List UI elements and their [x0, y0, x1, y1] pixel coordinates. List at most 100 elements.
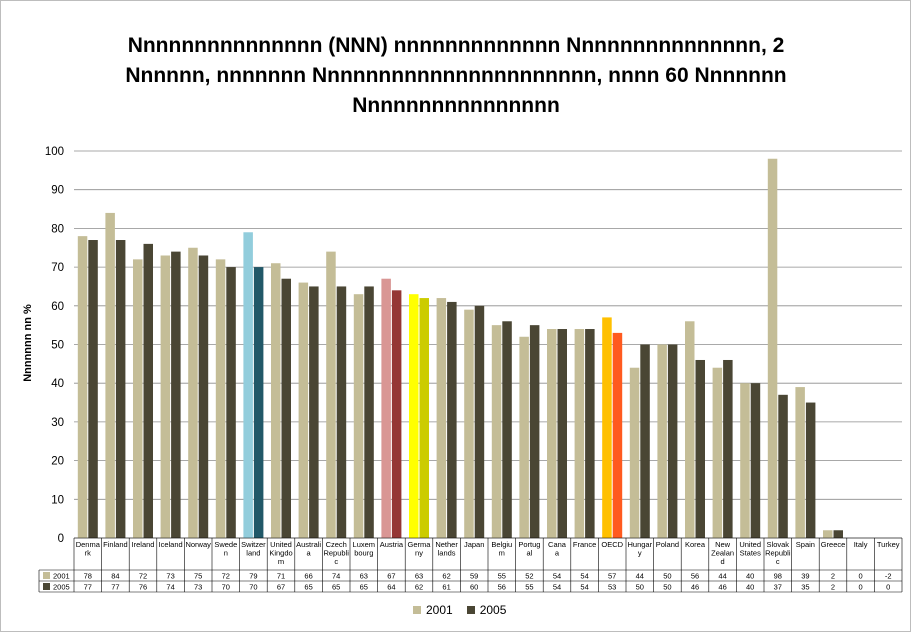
y-tick-label-70: 70 — [51, 262, 64, 274]
data-label-2001-25: 98 — [774, 572, 782, 581]
bar-2001-21 — [657, 344, 667, 538]
data-label-2001-11: 67 — [387, 572, 395, 581]
data-label-2005-21: 50 — [663, 583, 671, 592]
bar-2001-1 — [105, 212, 115, 539]
data-label-2001-14: 59 — [470, 572, 478, 581]
data-label-2001-9: 74 — [332, 572, 340, 581]
data-label-2001-8: 66 — [304, 572, 312, 581]
x-tick-label-13: Nether lands — [435, 540, 458, 558]
x-tick-label-14: Japan — [464, 540, 484, 549]
chart-title: Nnnnnnnnnnnnnnn (NNN) nnnnnnnnnnnnn Nnnn… — [41, 31, 871, 121]
data-label-2001-29: -2 — [885, 572, 892, 581]
bar-2001-17 — [547, 329, 557, 538]
chart-title-line-3: Nnnnnnnnnnnnnnnn — [352, 94, 560, 117]
x-tick-label-6: Switzer land — [241, 540, 266, 558]
x-tick-label-15: Belgiu m — [491, 540, 512, 558]
bar-2005-9 — [336, 286, 347, 538]
bar-2005-25 — [778, 394, 788, 538]
x-tick-label-5: Swede n — [214, 540, 237, 558]
data-label-2005-3: 74 — [166, 583, 174, 592]
y-tick-label-20: 20 — [51, 456, 64, 468]
data-label-2001-1: 84 — [111, 572, 119, 581]
data-label-2001-6: 79 — [249, 572, 257, 581]
x-tick-label-10: Luxem bourg — [353, 540, 376, 558]
bar-2005-24 — [750, 383, 761, 538]
x-tick-label-25: Slovak Republi c — [765, 540, 791, 566]
data-label-2005-20: 50 — [636, 583, 644, 592]
x-tick-label-7: United Kingdo m — [269, 540, 292, 566]
data-label-2005-12: 62 — [415, 583, 423, 592]
table-series-name-2005: 2005 — [53, 583, 70, 592]
bar-2005-21 — [667, 344, 678, 538]
x-tick-label-3: Iceland — [159, 540, 183, 549]
x-tick-label-1: Finland — [103, 540, 128, 549]
bar-2005-16 — [529, 325, 540, 538]
bar-2001-23 — [712, 367, 723, 538]
x-tick-label-18: France — [573, 540, 596, 549]
bar-2005-19 — [612, 332, 623, 538]
y-tick-label-90: 90 — [51, 185, 64, 197]
x-tick-label-29: Turkey — [877, 540, 900, 549]
bar-2005-11 — [391, 290, 402, 538]
bar-2005-7 — [281, 278, 291, 538]
data-label-2005-17: 54 — [553, 583, 561, 592]
bar-2001-2 — [133, 259, 143, 538]
data-label-2005-10: 65 — [360, 583, 368, 592]
bar-2001-27 — [823, 530, 833, 538]
bar-2001-10 — [353, 294, 364, 538]
bar-2001-20 — [629, 367, 640, 538]
bar-2001-11 — [381, 278, 391, 538]
bar-2005-6 — [253, 267, 264, 538]
table-series-name-2001: 2001 — [53, 572, 70, 581]
data-label-2005-7: 67 — [277, 583, 285, 592]
data-label-2005-29: 0 — [886, 583, 890, 592]
bar-2001-25 — [767, 158, 778, 539]
bar-2001-4 — [188, 247, 198, 538]
data-label-2005-4: 73 — [194, 583, 202, 592]
x-tick-label-28: Italy — [854, 540, 868, 549]
x-tick-label-2: Ireland — [132, 540, 155, 549]
bar-2001-22 — [685, 321, 695, 538]
bar-2005-8 — [309, 286, 319, 538]
data-label-2005-19: 53 — [608, 583, 616, 592]
data-label-2005-16: 55 — [525, 583, 533, 592]
x-tick-label-8: Australi a — [296, 540, 321, 558]
data-label-2005-22: 46 — [691, 583, 699, 592]
x-tick-label-0: Denma rk — [76, 540, 101, 558]
data-label-2001-24: 40 — [746, 572, 754, 581]
data-label-2005-8: 65 — [304, 583, 312, 592]
data-label-2005-24: 40 — [746, 583, 754, 592]
x-tick-label-11: Austria — [380, 540, 404, 549]
bar-2001-15 — [491, 325, 502, 538]
data-label-2001-2: 72 — [139, 572, 147, 581]
bar-2001-16 — [519, 336, 529, 538]
legend-item-2001: 2001 — [413, 603, 453, 617]
x-tick-label-20: Hungar y — [627, 540, 652, 558]
y-axis-label: Nnnnnnn nn % — [22, 304, 34, 382]
x-tick-label-27: Greece — [821, 540, 846, 549]
bar-2001-12 — [409, 294, 419, 538]
data-label-2005-5: 70 — [222, 583, 230, 592]
data-label-2001-18: 54 — [580, 572, 588, 581]
data-label-2005-2: 76 — [139, 583, 147, 592]
x-tick-label-26: Spain — [796, 540, 815, 549]
data-label-2001-22: 56 — [691, 572, 699, 581]
data-label-2001-13: 62 — [442, 572, 450, 581]
bar-2005-1 — [115, 240, 126, 538]
bar-2001-8 — [298, 282, 309, 538]
x-tick-label-16: Portug al — [518, 540, 540, 558]
x-tick-label-22: Korea — [685, 540, 706, 549]
data-label-2001-3: 73 — [166, 572, 174, 581]
x-tick-label-9: Czech Republi c — [323, 540, 349, 566]
data-label-2005-28: 0 — [859, 583, 863, 592]
legend-swatch-2005 — [466, 606, 475, 614]
bar-2005-14 — [474, 305, 485, 538]
y-tick-label-50: 50 — [51, 340, 64, 352]
bar-2001-18 — [574, 329, 585, 538]
data-label-2001-10: 63 — [360, 572, 368, 581]
data-label-2005-6: 70 — [249, 583, 257, 592]
y-tick-label-0: 0 — [58, 533, 64, 545]
bar-2001-19 — [602, 317, 612, 538]
bar-2005-3 — [171, 251, 181, 538]
